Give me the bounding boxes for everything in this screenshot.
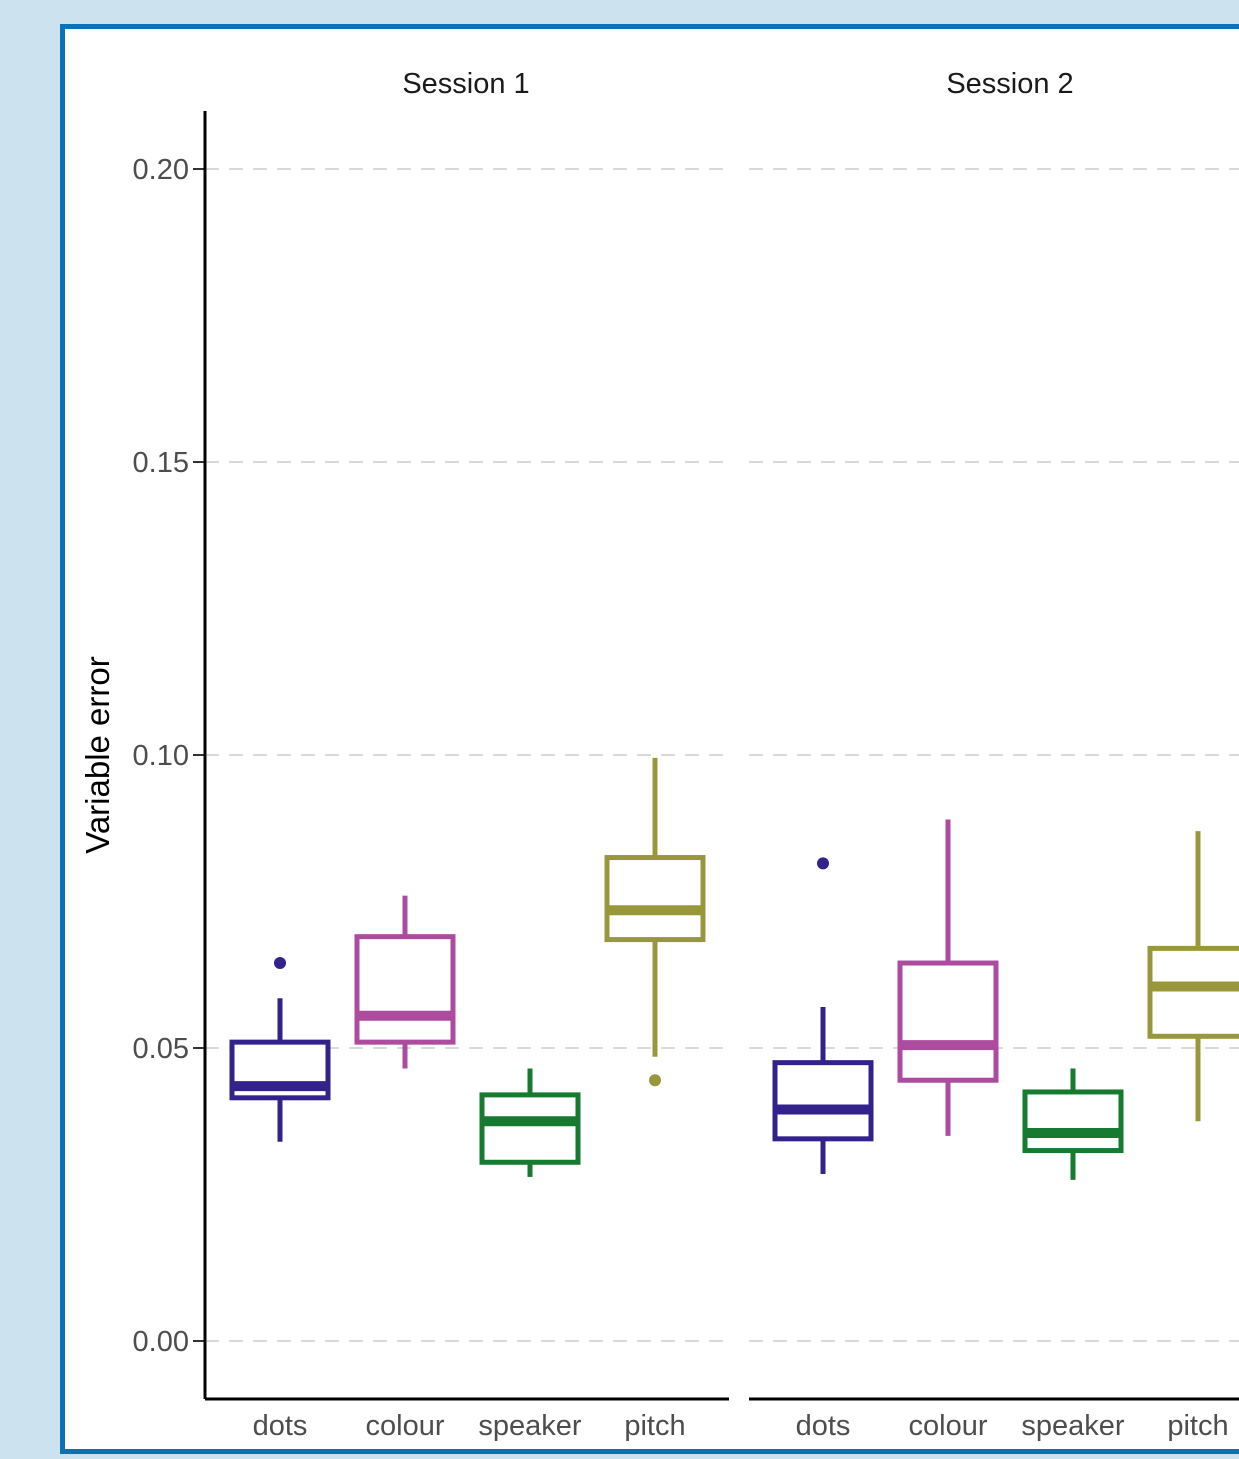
y-tick-label: 0.10	[133, 740, 189, 772]
facet-title: Session 2	[946, 68, 1073, 100]
y-tick-label: 0.00	[133, 1326, 189, 1358]
x-tick-label: speaker	[1021, 1410, 1125, 1442]
box	[772, 1060, 874, 1142]
x-tick-label: dots	[253, 1410, 308, 1442]
facet-title: Session 1	[402, 68, 529, 100]
boxplot-chart: Variable error 0.00 0.05 0.10 0.15 0.20 Sessio…	[79, 68, 1239, 1442]
box	[1147, 945, 1239, 1039]
outlier-point	[649, 1074, 661, 1087]
y-tick-label: 0.15	[133, 447, 189, 479]
outlier-point	[274, 957, 286, 970]
outlier-point	[817, 857, 829, 870]
box	[1022, 1089, 1124, 1154]
box	[479, 1092, 581, 1165]
x-tick-label: pitch	[1167, 1410, 1228, 1442]
x-tick-label: pitch	[624, 1410, 685, 1442]
box	[897, 960, 999, 1083]
x-tick-label: dots	[796, 1410, 851, 1442]
y-axis-title: Variable error	[79, 656, 116, 853]
y-tick-label: 0.05	[133, 1033, 189, 1065]
x-tick-label: speaker	[478, 1410, 582, 1442]
box	[604, 855, 706, 943]
chart-frame: Variable error 0.00 0.05 0.10 0.15 0.20 Sessio…	[60, 24, 1239, 1454]
x-tick-label: colour	[909, 1410, 988, 1442]
x-tick-label: colour	[366, 1410, 445, 1442]
box	[354, 934, 456, 1045]
y-tick-label: 0.20	[133, 154, 189, 186]
